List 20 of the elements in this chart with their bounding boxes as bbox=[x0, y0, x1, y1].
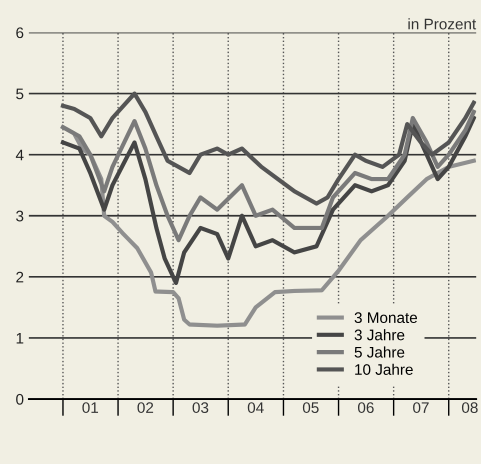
y-tick-label: 3 bbox=[16, 210, 24, 222]
x-tick-label: 08 bbox=[462, 402, 478, 414]
y-tick-label: 0 bbox=[16, 394, 24, 405]
y-axis-title: in Prozent bbox=[408, 18, 476, 30]
x-tick-label: 07 bbox=[413, 402, 429, 414]
y-tick-label: 2 bbox=[16, 272, 24, 282]
x-tick-label: 05 bbox=[302, 402, 319, 414]
y-tick-label: 4 bbox=[16, 150, 24, 160]
x-tick-label: 04 bbox=[248, 402, 264, 414]
x-tick-label: 03 bbox=[192, 402, 208, 414]
legend-label: 3 Monate bbox=[354, 312, 418, 324]
legend-label: 5 Jahre bbox=[354, 346, 404, 358]
y-tick-label: 5 bbox=[16, 88, 24, 100]
y-tick-label: 6 bbox=[16, 27, 24, 38]
legend-label: 10 Jahre bbox=[355, 364, 413, 375]
x-tick-label: 01 bbox=[82, 402, 98, 414]
legend-label: 3 Jahre bbox=[354, 329, 404, 340]
y-tick-label: 1 bbox=[16, 332, 24, 344]
x-tick-label: 02 bbox=[137, 402, 154, 414]
x-tick-label: 06 bbox=[358, 402, 374, 414]
